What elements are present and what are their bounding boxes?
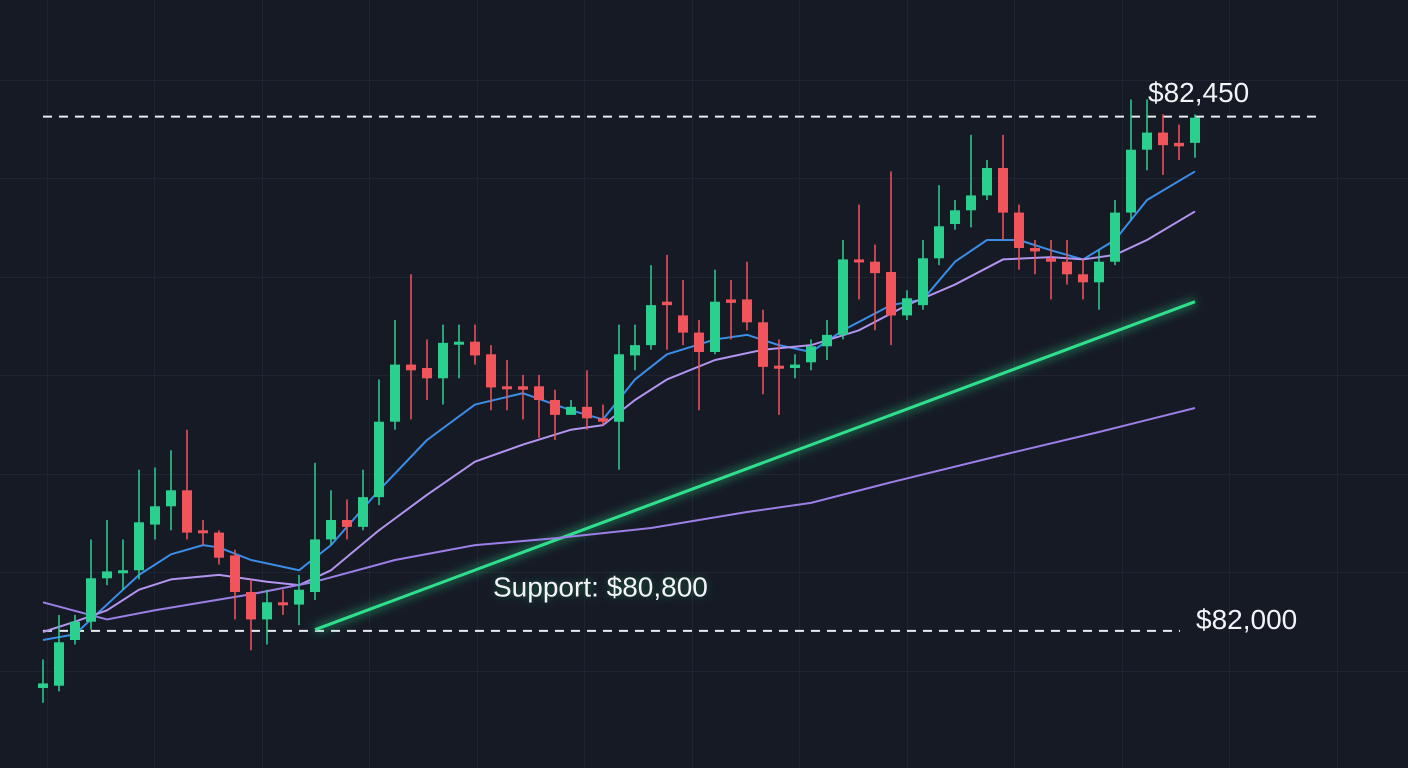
candle-body xyxy=(1158,132,1168,146)
candle-body xyxy=(534,386,544,400)
candle-body xyxy=(678,315,688,333)
candle-body xyxy=(902,298,912,316)
candle-body xyxy=(486,354,496,388)
candle-body xyxy=(582,406,592,419)
candle-body xyxy=(790,364,800,368)
candle-body xyxy=(886,272,896,316)
candle-body xyxy=(1078,274,1088,283)
candle-body xyxy=(566,406,576,415)
candle-body xyxy=(214,532,224,558)
candle-body xyxy=(470,341,480,356)
candle-body xyxy=(390,364,400,422)
candle-body xyxy=(246,592,256,620)
candle-body xyxy=(870,261,880,274)
candle-body xyxy=(918,258,928,306)
candle-body xyxy=(70,621,80,640)
candle-body xyxy=(374,421,384,498)
candle-body xyxy=(998,168,1008,213)
candle-body xyxy=(950,210,960,224)
candle-body xyxy=(38,683,48,688)
candle-body xyxy=(614,354,624,422)
candle-body xyxy=(1174,142,1184,147)
candle-body xyxy=(1062,261,1072,275)
candle-body xyxy=(598,418,608,422)
candle-body xyxy=(662,301,672,306)
candle-body xyxy=(310,539,320,592)
candle-body xyxy=(982,168,992,196)
candle-body xyxy=(102,571,112,579)
candle-body xyxy=(118,570,128,574)
candle-body xyxy=(54,642,64,686)
candle-body xyxy=(454,341,464,345)
candle-body xyxy=(166,490,176,507)
candle-body xyxy=(326,520,336,540)
candle-body xyxy=(646,305,656,346)
candle-body xyxy=(758,322,768,367)
candle-body xyxy=(86,578,96,622)
candle-body xyxy=(134,522,144,571)
candle-body xyxy=(630,345,640,356)
candle-body xyxy=(198,530,208,534)
candle-body xyxy=(774,365,784,369)
candle-body xyxy=(710,301,720,352)
candle-body xyxy=(1110,212,1120,262)
candle-body xyxy=(694,332,704,352)
candle-body xyxy=(502,386,512,390)
support-trendline xyxy=(314,300,1196,632)
candle-body xyxy=(262,602,272,620)
candle-body xyxy=(518,386,528,390)
candle-body xyxy=(1030,248,1040,252)
candle-body xyxy=(150,506,160,525)
candle-body xyxy=(742,299,752,323)
candle-body xyxy=(550,400,560,415)
candle-body xyxy=(358,497,368,527)
level-label: $82,000 xyxy=(1196,604,1297,635)
moving-average-line xyxy=(42,407,1196,621)
candle-body xyxy=(1190,117,1200,143)
candle-body xyxy=(822,334,832,347)
candle-body xyxy=(1014,212,1024,248)
candle-body xyxy=(406,364,416,371)
candle-body xyxy=(966,195,976,211)
candle-body xyxy=(182,490,192,533)
moving-average-line xyxy=(42,170,1196,641)
support-annotation: Support: $80,800 xyxy=(493,571,708,602)
candle-body xyxy=(438,342,448,379)
plot: $82,450 $82,000 xyxy=(38,77,1320,703)
candle-body xyxy=(422,368,432,379)
candle-body xyxy=(230,555,240,592)
candle-body xyxy=(342,520,352,527)
candle-body xyxy=(278,602,288,606)
candle-body xyxy=(1126,149,1136,213)
candle-body xyxy=(838,259,848,335)
candle-body xyxy=(806,346,816,363)
candle-body xyxy=(1046,258,1056,262)
candle-body xyxy=(854,259,864,263)
candle-body xyxy=(1142,132,1152,150)
candle-body xyxy=(934,226,944,259)
candle-body xyxy=(726,299,736,303)
candle-body xyxy=(1094,261,1104,283)
level-label: $82,450 xyxy=(1148,77,1249,108)
candle-body xyxy=(294,589,304,605)
